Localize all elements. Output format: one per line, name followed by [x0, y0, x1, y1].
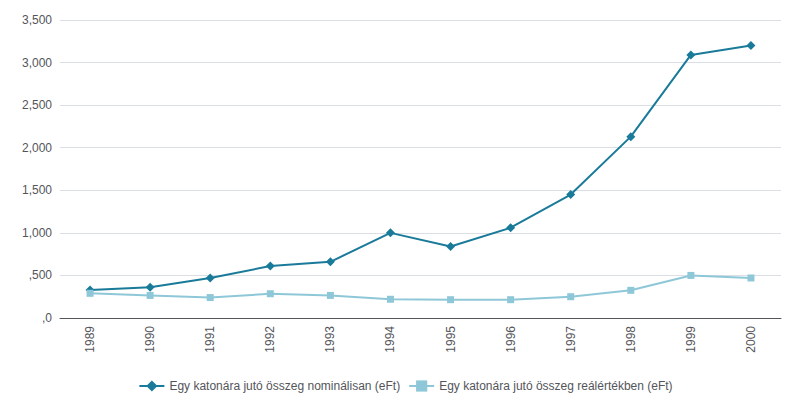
svg-text:,500: ,500 — [29, 268, 53, 282]
svg-text:1993: 1993 — [323, 326, 337, 353]
svg-text:1,000: 1,000 — [22, 226, 52, 240]
svg-text:,0: ,0 — [42, 311, 52, 325]
svg-text:1992: 1992 — [263, 326, 277, 353]
svg-text:Egy katonára jutó összeg nomin: Egy katonára jutó összeg nominálisan (eF… — [169, 379, 400, 393]
svg-text:1994: 1994 — [383, 326, 397, 353]
svg-text:1999: 1999 — [684, 326, 698, 353]
svg-text:1996: 1996 — [504, 326, 518, 353]
svg-text:1991: 1991 — [203, 326, 217, 353]
svg-text:1990: 1990 — [143, 326, 157, 353]
svg-text:1997: 1997 — [564, 326, 578, 353]
svg-text:2,500: 2,500 — [22, 98, 52, 112]
svg-text:1995: 1995 — [444, 326, 458, 353]
svg-text:3,500: 3,500 — [22, 13, 52, 27]
svg-text:3,000: 3,000 — [22, 56, 52, 70]
svg-text:1,500: 1,500 — [22, 183, 52, 197]
svg-text:2,000: 2,000 — [22, 141, 52, 155]
svg-text:1989: 1989 — [83, 326, 97, 353]
svg-text:1998: 1998 — [624, 326, 638, 353]
svg-text:2000: 2000 — [744, 326, 758, 353]
svg-text:Egy katonára jutó összeg reálé: Egy katonára jutó összeg reálértékben (e… — [439, 379, 672, 393]
